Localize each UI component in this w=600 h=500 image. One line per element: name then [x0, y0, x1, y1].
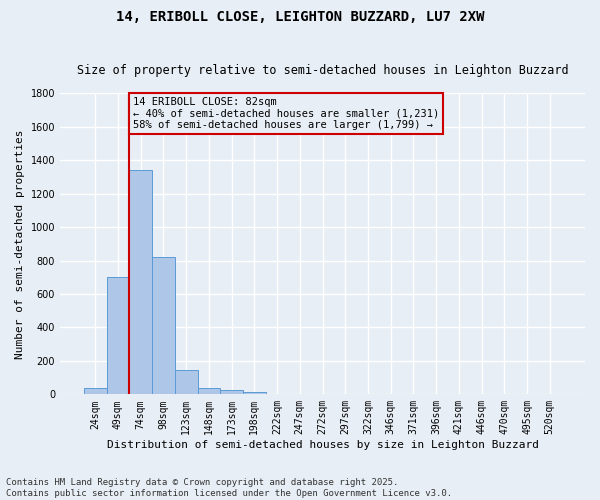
Bar — [220, 390, 243, 394]
Bar — [197, 388, 220, 394]
Bar — [175, 370, 197, 394]
Bar — [243, 392, 266, 394]
Bar — [84, 388, 107, 394]
Title: Size of property relative to semi-detached houses in Leighton Buzzard: Size of property relative to semi-detach… — [77, 64, 568, 77]
Bar — [130, 170, 152, 394]
Text: 14 ERIBOLL CLOSE: 82sqm
← 40% of semi-detached houses are smaller (1,231)
58% of: 14 ERIBOLL CLOSE: 82sqm ← 40% of semi-de… — [133, 97, 439, 130]
Text: Contains HM Land Registry data © Crown copyright and database right 2025.
Contai: Contains HM Land Registry data © Crown c… — [6, 478, 452, 498]
X-axis label: Distribution of semi-detached houses by size in Leighton Buzzard: Distribution of semi-detached houses by … — [107, 440, 539, 450]
Y-axis label: Number of semi-detached properties: Number of semi-detached properties — [15, 129, 25, 358]
Text: 14, ERIBOLL CLOSE, LEIGHTON BUZZARD, LU7 2XW: 14, ERIBOLL CLOSE, LEIGHTON BUZZARD, LU7… — [116, 10, 484, 24]
Bar — [152, 258, 175, 394]
Bar — [107, 278, 130, 394]
